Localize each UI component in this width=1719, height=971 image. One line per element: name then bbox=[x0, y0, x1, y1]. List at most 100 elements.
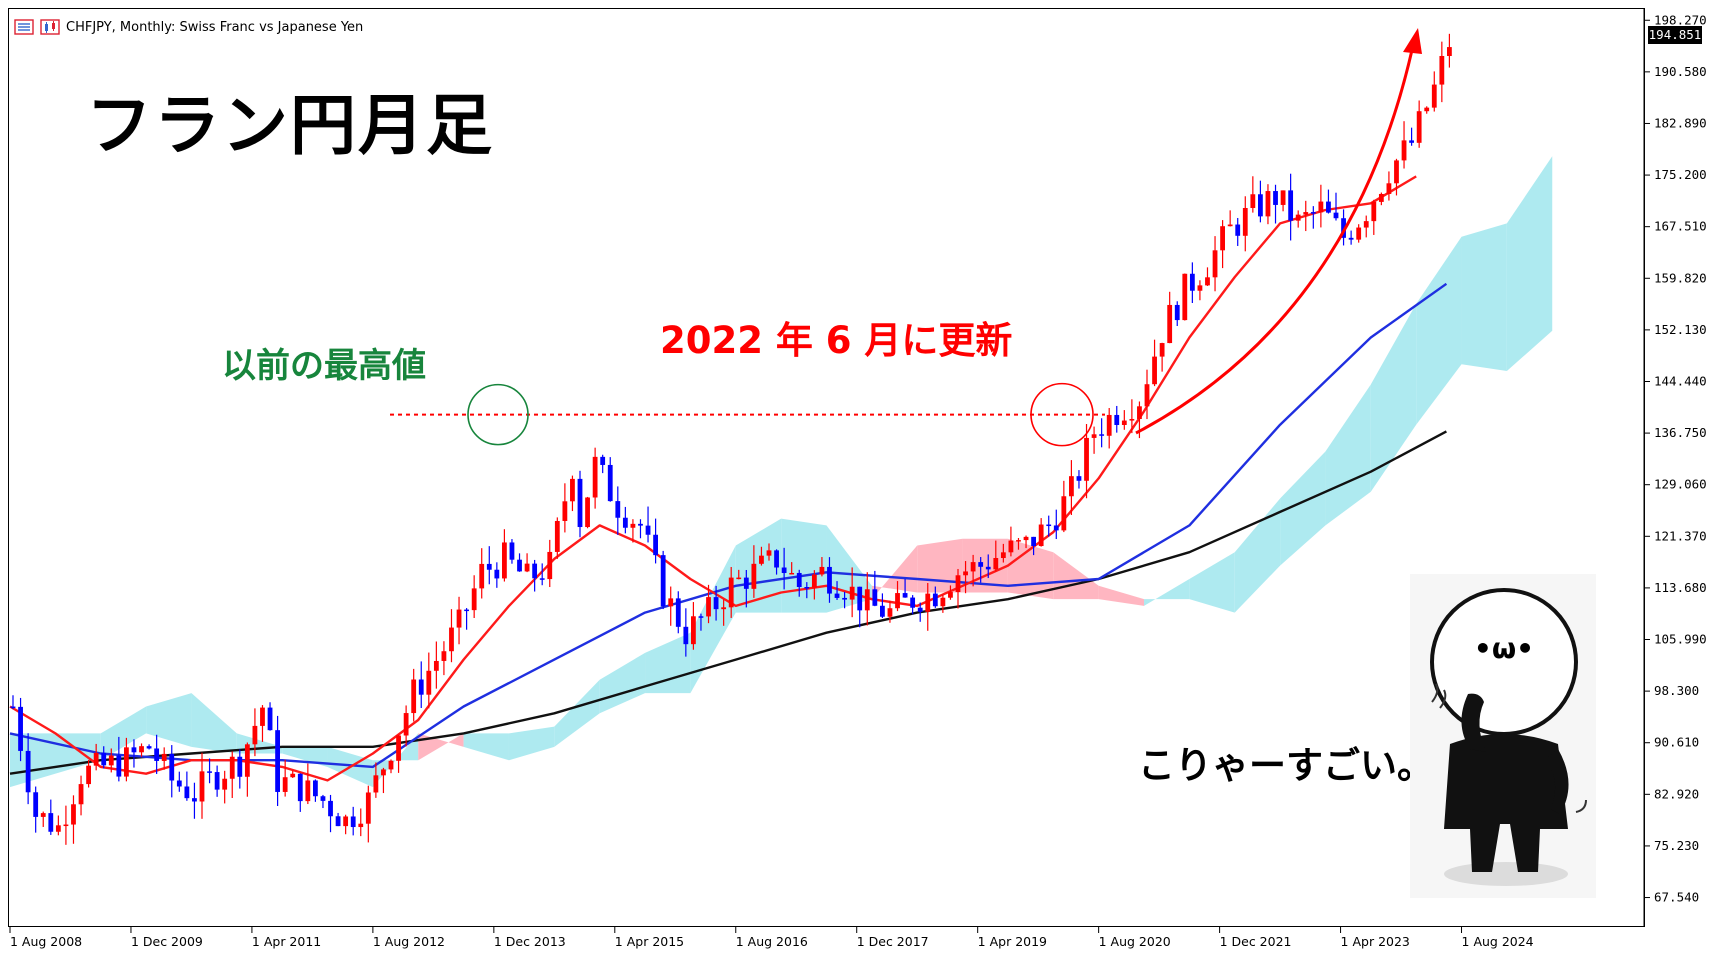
candle-body bbox=[955, 575, 961, 593]
cloud-segment bbox=[735, 518, 782, 613]
cloud-segment bbox=[690, 545, 736, 694]
cloud-segment bbox=[1506, 156, 1553, 372]
y-tick-label: 136.750 bbox=[1654, 425, 1707, 440]
candle-body bbox=[396, 735, 401, 761]
candle-body bbox=[1265, 191, 1271, 217]
y-tick-label: 167.510 bbox=[1654, 219, 1707, 234]
candle-body bbox=[1008, 540, 1014, 553]
candle-body bbox=[887, 608, 893, 617]
candle-body bbox=[350, 816, 356, 828]
candle-body bbox=[660, 555, 666, 607]
cloud-segment bbox=[1461, 223, 1507, 372]
candle-body bbox=[207, 771, 212, 773]
symbol-header: CHFJPY, Monthly: Swiss Franc vs Japanese… bbox=[14, 16, 363, 38]
candle-body bbox=[1363, 221, 1369, 228]
candle-body bbox=[872, 589, 878, 606]
candle-body bbox=[358, 823, 364, 828]
candle-body bbox=[1439, 55, 1445, 85]
candle-body bbox=[1401, 140, 1407, 161]
candle-chart-icon[interactable] bbox=[40, 19, 60, 35]
y-tick-label: 105.990 bbox=[1654, 632, 1707, 647]
candle-body bbox=[796, 572, 802, 588]
candle-body bbox=[1310, 212, 1316, 214]
comment-label: こりゃーすごい。 bbox=[1138, 744, 1434, 787]
candlesticks bbox=[10, 33, 1452, 845]
candle-body bbox=[1069, 476, 1074, 497]
x-tick-label: 1 Dec 2017 bbox=[857, 934, 929, 949]
candle-body bbox=[751, 563, 757, 589]
candle-body bbox=[1000, 552, 1006, 559]
candle-body bbox=[736, 577, 742, 580]
candle-body bbox=[71, 804, 76, 825]
cloud-segment bbox=[1325, 384, 1371, 526]
candle-body bbox=[1371, 201, 1377, 222]
y-tick-label: 190.580 bbox=[1654, 64, 1707, 79]
candle-body bbox=[600, 456, 606, 465]
candle-body bbox=[774, 550, 779, 568]
candle-body bbox=[267, 707, 273, 731]
list-icon[interactable] bbox=[14, 19, 34, 35]
candle-body bbox=[1431, 84, 1437, 108]
mascot-face: •ω• bbox=[1473, 632, 1535, 665]
candle-body bbox=[441, 651, 447, 661]
previous-high-label: 以前の最高値 bbox=[222, 346, 426, 386]
cloud-segment bbox=[10, 733, 101, 788]
candle-body bbox=[819, 566, 825, 575]
y-tick-label: 67.540 bbox=[1654, 890, 1699, 905]
y-tick-label: 152.130 bbox=[1654, 322, 1707, 337]
candle-body bbox=[1106, 414, 1112, 436]
current-price-tag: 194.851 bbox=[1648, 26, 1702, 44]
candle-body bbox=[811, 574, 817, 588]
y-tick-label: 82.920 bbox=[1654, 786, 1699, 801]
candle-body bbox=[365, 792, 371, 824]
candle-body bbox=[494, 569, 500, 579]
y-tick-label: 144.440 bbox=[1654, 373, 1707, 388]
y-tick-label: 75.230 bbox=[1654, 838, 1699, 853]
candle-body bbox=[222, 778, 228, 790]
trend-arrow-head bbox=[1403, 28, 1422, 54]
candle-body bbox=[539, 578, 545, 580]
candle-body bbox=[917, 607, 923, 612]
candle-body bbox=[1099, 434, 1105, 436]
cloud-segment bbox=[1144, 579, 1190, 606]
candle-body bbox=[827, 566, 832, 594]
candle-body bbox=[116, 755, 122, 777]
candle-body bbox=[1114, 414, 1120, 425]
candle-body bbox=[124, 747, 129, 777]
candle-body bbox=[759, 555, 764, 564]
candle-body bbox=[335, 816, 341, 827]
candle-body bbox=[630, 523, 636, 528]
candle-body bbox=[1159, 343, 1165, 357]
update-circle bbox=[1030, 382, 1094, 447]
cloud-segment bbox=[146, 693, 192, 747]
candle-body bbox=[925, 593, 931, 612]
candle-body bbox=[547, 551, 553, 580]
candle-body bbox=[1394, 160, 1399, 184]
candle-body bbox=[1053, 525, 1059, 531]
candle-body bbox=[849, 586, 855, 600]
candle-body bbox=[789, 572, 795, 575]
candle-body bbox=[1205, 277, 1210, 286]
candle-body bbox=[433, 660, 439, 671]
y-tick-label: 90.610 bbox=[1654, 735, 1699, 750]
x-tick-label: 1 Aug 2008 bbox=[10, 934, 82, 949]
candle-body bbox=[766, 550, 772, 556]
candle-body bbox=[615, 501, 621, 518]
annotation-markers bbox=[390, 28, 1422, 447]
candle-body bbox=[25, 750, 31, 793]
candle-body bbox=[464, 609, 469, 612]
candle-body bbox=[902, 593, 908, 598]
y-tick-label: 121.370 bbox=[1654, 528, 1707, 543]
candle-body bbox=[1137, 406, 1142, 419]
candle-body bbox=[305, 780, 311, 802]
thinking-mascot: •ω• bbox=[1410, 574, 1596, 898]
candle-body bbox=[668, 598, 674, 607]
cloud-segment bbox=[1189, 552, 1235, 613]
candle-body bbox=[403, 713, 409, 736]
candle-body bbox=[804, 587, 810, 589]
candle-body bbox=[1447, 47, 1452, 56]
candle-body bbox=[1129, 418, 1135, 421]
candle-body bbox=[373, 775, 379, 793]
